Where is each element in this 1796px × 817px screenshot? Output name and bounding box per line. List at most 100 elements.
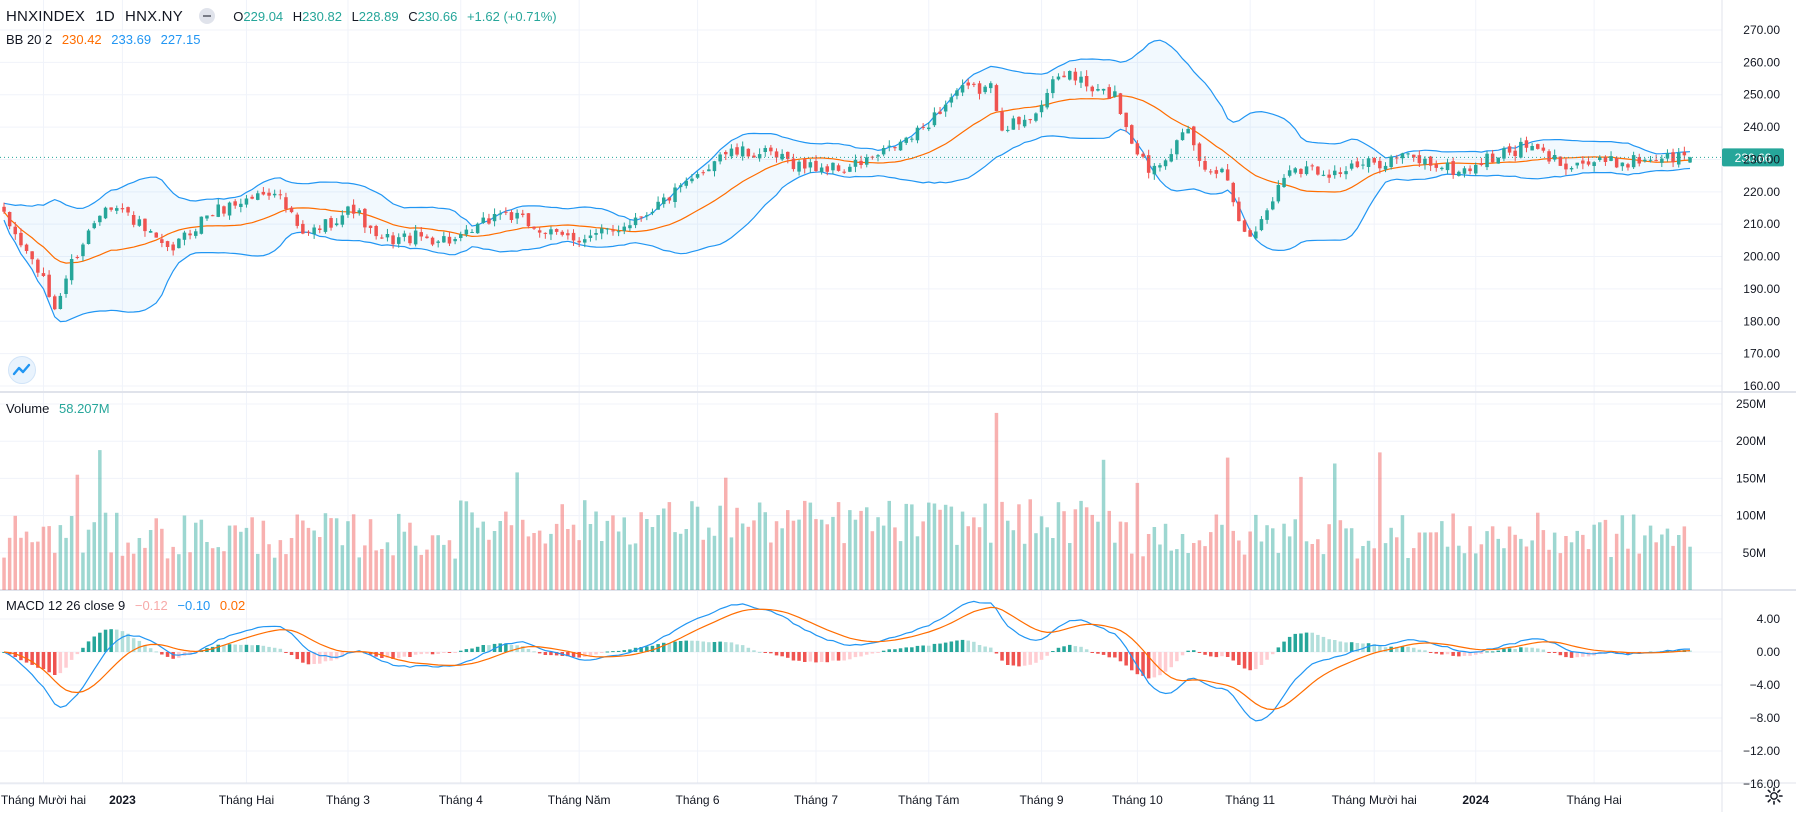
macd-histogram-bar	[1186, 650, 1190, 652]
candle	[690, 173, 694, 184]
macd-histogram-bar	[1665, 650, 1670, 652]
volume-bar	[1344, 528, 1348, 590]
candle	[1231, 181, 1235, 207]
macd-histogram-bar	[808, 652, 813, 662]
volume-bar	[1671, 545, 1675, 590]
candle	[740, 141, 745, 161]
candle	[1248, 228, 1252, 237]
symbol-name[interactable]: HNXINDEX	[6, 8, 86, 25]
candle	[1355, 157, 1360, 169]
volume-bar	[160, 528, 164, 590]
volume-bar	[904, 503, 908, 590]
candle	[622, 222, 626, 235]
volume-bar	[1299, 476, 1303, 590]
candle	[893, 146, 897, 151]
candle	[543, 232, 548, 239]
candle	[577, 237, 581, 248]
macd-histogram-bar	[1395, 646, 1399, 652]
macd-histogram-bar	[616, 650, 621, 652]
macd-legend[interactable]: MACD 12 26 close 9 −0.12 −0.10 0.02	[6, 598, 251, 613]
candle	[616, 225, 621, 237]
macd-histogram-bar	[1242, 652, 1247, 669]
macd-histogram-bar	[910, 647, 914, 652]
volume-bar	[103, 512, 108, 590]
volume-bar	[227, 525, 232, 590]
volume-bar	[977, 527, 982, 590]
candle	[1395, 154, 1399, 164]
volume-bar	[1220, 524, 1224, 590]
candle	[413, 225, 418, 247]
macd-histogram-bar	[1068, 644, 1072, 652]
macd-histogram-bar	[1146, 652, 1151, 679]
price-axis[interactable]: 270.00 260.00 250.00 240.00 230.00 220.00 210.…	[1743, 23, 1780, 393]
candle	[650, 208, 655, 216]
candle	[199, 216, 204, 235]
macd-histogram-bar	[1107, 652, 1111, 658]
candle	[842, 169, 846, 174]
candle	[819, 163, 824, 175]
price-tick-label: 210.00	[1743, 217, 1780, 231]
candle	[904, 136, 908, 146]
volume-bar	[1254, 514, 1258, 590]
volume-legend[interactable]: Volume 58.207M	[6, 401, 116, 416]
candle	[921, 123, 925, 130]
last-price-badge[interactable]: 230.66	[1722, 148, 1784, 167]
macd-histogram-bar	[740, 645, 745, 652]
collapse-icon[interactable]	[199, 8, 216, 24]
candle	[1479, 157, 1484, 167]
candle	[1209, 168, 1213, 175]
candle	[684, 177, 688, 189]
volume-bar	[825, 524, 829, 590]
candle	[752, 152, 756, 159]
volume-bar	[633, 543, 638, 590]
candle	[216, 198, 220, 218]
macd-axis[interactable]: 4.00 0.00 −4.00 −8.00 −12.00 −16.00	[1743, 612, 1780, 791]
macd-histogram-bar	[803, 652, 807, 662]
macd-histogram-bar	[47, 652, 51, 673]
price-tick-label: 270.00	[1743, 23, 1780, 37]
volume-bar	[1372, 548, 1376, 590]
volume-bar	[86, 529, 91, 590]
bollinger-legend[interactable]: BB 20 2 230.42 233.69 227.15	[6, 32, 206, 47]
candle	[1609, 151, 1613, 162]
signal-line	[3, 606, 1691, 711]
macd-histogram-bar	[780, 652, 784, 657]
candle	[1445, 158, 1450, 174]
candle	[1265, 208, 1269, 224]
macd-histogram-bar	[222, 645, 226, 652]
macd-histogram-bar	[881, 650, 886, 652]
tradingview-logo-icon[interactable]	[8, 356, 36, 384]
candle	[487, 213, 491, 225]
macd-histogram-bar	[1045, 652, 1049, 656]
candle	[419, 227, 423, 241]
volume-bar	[1209, 532, 1213, 590]
volume-bar	[898, 541, 903, 590]
volume-bar	[1490, 526, 1495, 590]
macd-histogram-bar	[960, 639, 965, 652]
candle	[1688, 156, 1692, 164]
candle	[1648, 155, 1653, 163]
volume-bar	[205, 542, 209, 590]
volume-bar	[673, 532, 677, 590]
macd-histogram-bar	[853, 652, 858, 658]
macd-histogram-bar	[684, 640, 688, 652]
candle	[1586, 156, 1591, 167]
candle	[1214, 166, 1219, 179]
volume-bar	[695, 506, 700, 590]
gear-icon[interactable]	[1764, 786, 1784, 806]
candle	[803, 157, 807, 174]
volume-bar	[1022, 543, 1027, 590]
volume-bar	[295, 514, 299, 590]
macd-histogram-bar	[1180, 652, 1185, 656]
macd-histogram-bar	[1259, 652, 1264, 665]
interval-label[interactable]: 1D	[95, 8, 115, 25]
bb-lower-line	[3, 128, 1691, 323]
macd-histogram-bar	[532, 651, 536, 653]
candle	[1282, 174, 1286, 188]
macd-histogram-bar	[165, 652, 170, 657]
volume-axis[interactable]: 250M 200M 150M 100M 50M	[1736, 397, 1766, 560]
macd-histogram-bar	[639, 647, 643, 652]
candle	[780, 149, 784, 161]
time-axis[interactable]: Tháng Mười hai 2023 Tháng Hai Tháng 3 Tháng …	[1, 793, 1622, 807]
